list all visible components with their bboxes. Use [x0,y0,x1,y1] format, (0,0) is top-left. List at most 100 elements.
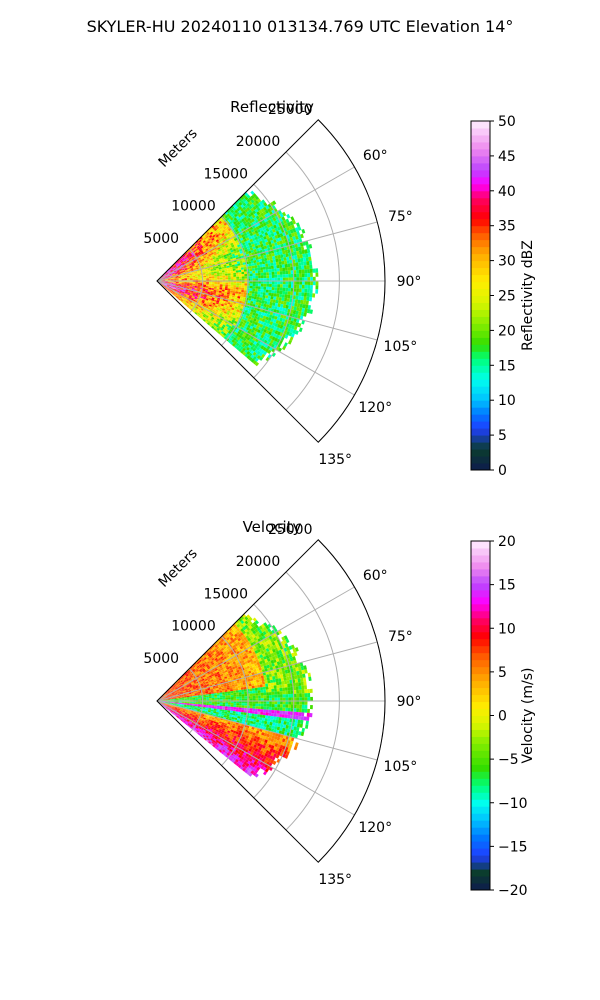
radar-cell [208,703,212,706]
radar-cell [198,239,202,243]
radar-cell [254,195,260,201]
colorbar-swatch [471,435,490,443]
radar-cell [265,228,270,232]
radar-cell [287,683,291,688]
radar-cell [312,268,316,273]
radar-cell [172,286,176,288]
radar-cell [286,260,290,264]
radar-cell [167,282,171,284]
radar-cell [250,249,255,253]
radar-cell [237,296,241,299]
radar-cell [182,271,186,273]
radar-cell [271,235,276,240]
radar-cell [265,241,269,246]
radar-cell [230,695,234,698]
radar-cell [266,272,269,276]
radar-cell [260,230,265,235]
radar-cell [197,242,201,246]
radar-cell [214,276,218,278]
radar-cell [227,708,231,711]
radar-cell [214,277,218,280]
radar-cell [249,688,253,692]
radar-cell [296,288,300,293]
radar-cell [206,262,209,265]
radar-cell [218,217,223,221]
radar-cell [309,289,313,294]
radar-cell [259,261,263,265]
radar-cell [299,242,304,247]
radar-cell [227,248,231,252]
radar-cell [261,203,266,209]
radar-cell [252,275,256,279]
radar-cell [238,201,243,206]
radar-cell [242,210,246,215]
radar-cell [282,315,287,320]
radar-cell [191,262,194,265]
radar-cell [268,709,272,713]
radar-cell [271,707,275,711]
radar-cell [204,268,208,271]
radar-cell [282,697,286,701]
radar-cell [275,681,280,686]
radar-cell [205,235,209,239]
radar-cell [263,289,267,293]
radar-cell [220,294,224,297]
radar-cell [270,265,274,269]
radar-cell [189,254,193,257]
radar-cell [240,262,244,266]
radar-cell [256,262,260,266]
radar-cell [236,298,240,301]
radar-cell [174,265,177,268]
radar-cell [206,241,211,244]
radar-cell [312,276,316,281]
radar-cell [234,213,238,218]
radar-cell [197,246,201,250]
radar-cell [211,278,215,280]
radar-cell [236,696,240,699]
radar-cell [278,300,282,304]
radar-cell [219,234,223,238]
radar-cell [310,281,313,286]
radar-cell [232,291,236,294]
radar-cell [218,294,222,297]
radar-cell [167,271,171,273]
radar-cell [167,284,170,286]
radar-cell [216,288,220,291]
radar-cell [288,281,292,285]
radar-cell [232,688,236,691]
radar-cell [276,713,280,718]
radar-cell [195,244,199,248]
colorbar-tick-label: 10 [498,393,516,409]
radar-cell [248,261,252,264]
radar-cell [253,296,257,300]
radar-cell [205,274,209,276]
radar-cell [261,239,266,244]
radar-cell [258,209,263,214]
radar-cell [205,253,209,257]
radar-cell [252,695,256,699]
range-tick-label: 20000 [236,134,281,150]
radar-cell [239,212,244,216]
radar-cell [218,292,222,295]
radar-cell [256,207,261,212]
radar-cell [215,249,219,253]
radar-cell [241,691,245,695]
radar-cell [177,273,181,275]
colorbar-swatch [471,288,490,296]
radar-cell [216,290,220,293]
radar-cell [211,283,215,286]
radar-cell [241,218,245,223]
radar-cell [209,251,214,254]
radar-cell [237,213,242,218]
radar-cell [304,704,308,709]
radar-cell [294,255,298,260]
radar-cell [170,279,174,281]
radar-cell [162,280,166,281]
radar-cell [296,230,301,236]
radar-cell [302,253,306,258]
radar-cell [243,686,247,690]
radar-cell [170,277,174,279]
radar-cell [202,273,206,275]
radar-cell [197,284,201,286]
radar-cell [213,271,217,274]
